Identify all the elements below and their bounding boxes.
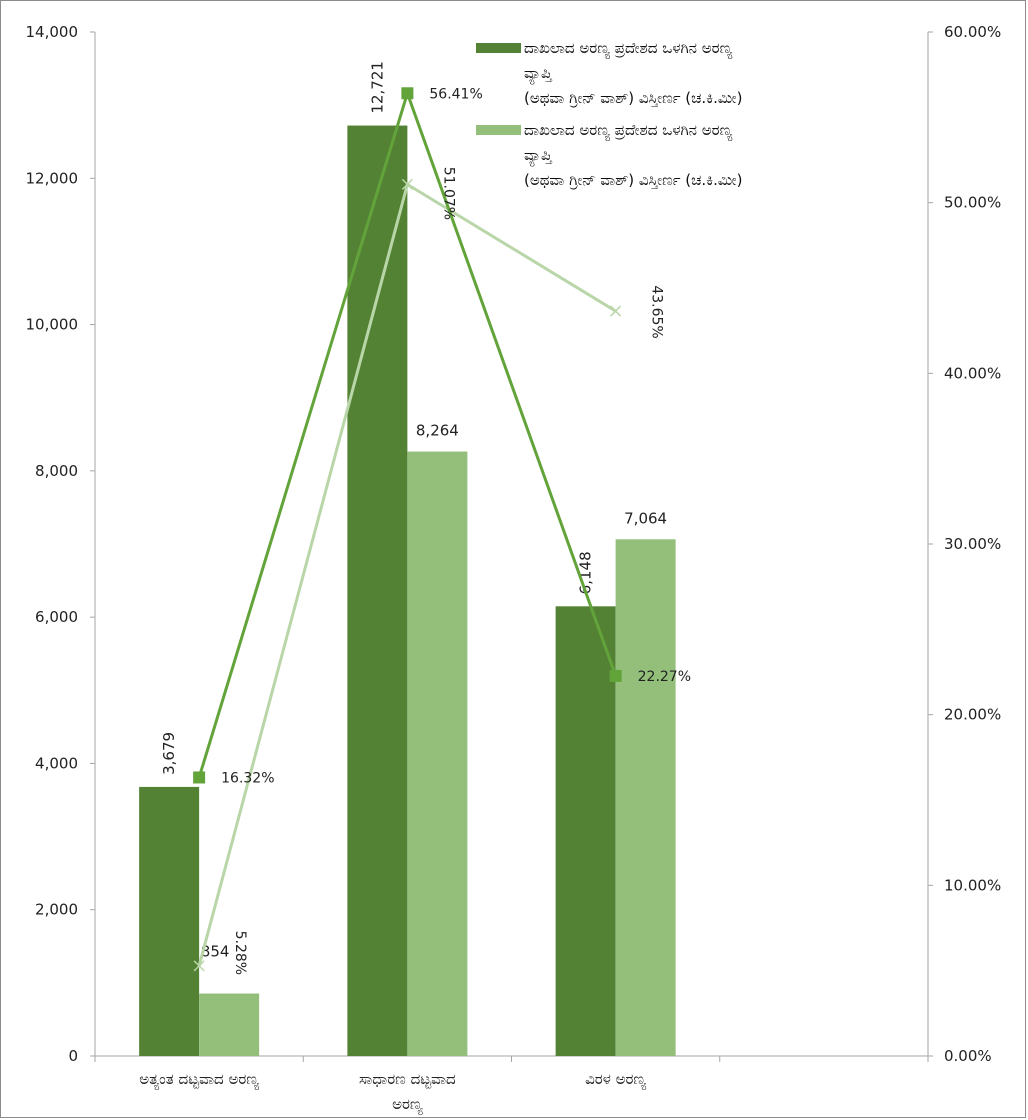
right-axis-tick-label: 60.00% — [944, 23, 1001, 41]
line-series1-data-label: 22.27% — [638, 669, 691, 685]
bar-series2-bar — [199, 993, 260, 1056]
line-series1-data-label: 16.32% — [221, 770, 274, 786]
line-series1-marker — [193, 771, 206, 784]
bar-series1-data-label: 12,721 — [368, 61, 386, 114]
line-series2-data-label: 43.65% — [649, 285, 665, 338]
category-label: ವಿರಳ ಅರಣ್ಯ — [585, 1070, 647, 1090]
right-axis-tick-label: 50.00% — [944, 194, 1001, 212]
line-series2-marker — [193, 960, 205, 972]
bar-series2-data-label: 8,264 — [416, 422, 459, 440]
left-axis-tick-label: 0 — [68, 1047, 78, 1065]
bar-series2-data-label: 854 — [201, 943, 230, 961]
bar-series1-bar — [555, 606, 616, 1056]
right-axis-tick-label: 10.00% — [944, 876, 1001, 894]
left-axis-tick-label: 12,000 — [26, 169, 79, 187]
right-axis-tick-label: 30.00% — [944, 535, 1001, 553]
legend-swatch — [476, 125, 521, 135]
right-axis-tick-label: 0.00% — [944, 1047, 992, 1065]
left-axis-tick-label: 8,000 — [35, 462, 78, 480]
category-label: ಸಾಧಾರಣ ದಟ್ಟವಾದ — [359, 1070, 456, 1088]
category-label: ಅರಣ್ಯ — [392, 1095, 424, 1115]
bar-series2-data-label: 7,064 — [624, 509, 667, 527]
left-axis-tick-label: 10,000 — [26, 316, 79, 334]
left-axis-tick-label: 14,000 — [26, 23, 79, 41]
legend-entry-text: (ಅಥವಾ ಗ್ರೀನ್ ವಾಶ್) ವಿಸ್ತೀರ್ಣ (ಚ.ಕಿ.ಮೀ) — [524, 171, 742, 189]
legend-entry-text: ದಾಖಲಾದ ಅರಣ್ಯ ಪ್ರದೇಶದ ಒಳಗಿನ ಅರಣ್ಯ — [524, 39, 733, 59]
line-series2-data-label: 51.07% — [440, 167, 456, 220]
legend-swatch — [476, 43, 521, 53]
left-axis-tick-label: 2,000 — [35, 901, 78, 919]
right-axis-tick-label: 20.00% — [944, 706, 1001, 724]
bar-series1-bar — [347, 125, 408, 1057]
legend-entry-text: ದಾಖಲಾದ ಅರಣ್ಯ ಪ್ರದೇಶದ ಒಳಗಿನ ಅರಣ್ಯ — [524, 121, 733, 141]
line-series1-marker — [609, 669, 622, 682]
bar-series2-bar — [407, 451, 468, 1056]
left-axis-tick-label: 6,000 — [35, 608, 78, 626]
legend-entry-text: ವ್ಯಾಪ್ತಿ — [524, 146, 553, 167]
line-series1-marker — [401, 87, 414, 100]
bar-series1-data-label: 3,679 — [160, 732, 178, 775]
line-series2-data-label: 5.28% — [232, 931, 248, 975]
legend-entry-text: (ಅಥವಾ ಗ್ರೀನ್ ವಾಶ್) ವಿಸ್ತೀರ್ಣ (ಚ.ಕಿ.ಮೀ) — [524, 89, 742, 107]
line-series2-marker — [401, 178, 413, 190]
legend-entry-text: ವ್ಯಾಪ್ತಿ — [524, 64, 553, 85]
line-series1-data-label: 56.41% — [429, 86, 482, 102]
bar-series2-bar — [615, 539, 676, 1056]
category-label: ಅತ್ಯಂತ ದಟ್ಟವಾದ ಅರಣ್ಯ — [139, 1070, 260, 1090]
right-axis-tick-label: 40.00% — [944, 364, 1001, 382]
left-axis-tick-label: 4,000 — [35, 754, 78, 772]
bar-series1-bar — [139, 786, 200, 1056]
line-series2-marker — [610, 305, 622, 317]
